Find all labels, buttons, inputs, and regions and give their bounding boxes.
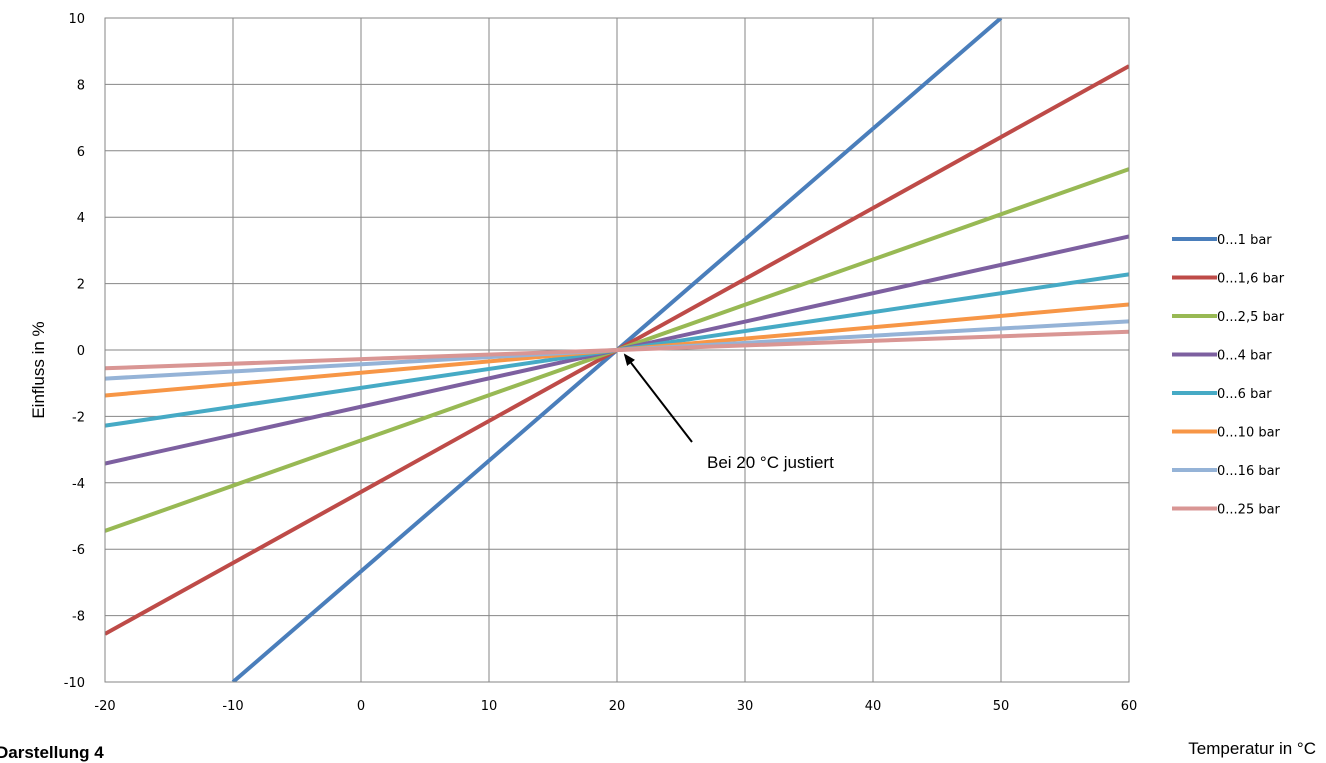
series-line-7 [105, 329, 1129, 371]
x-axis-title: Temperatur in °C [1188, 739, 1316, 758]
x-tick-label: -10 [222, 699, 243, 714]
y-tick-label: 10 [68, 12, 85, 27]
x-tick-label: -20 [94, 699, 115, 714]
x-tick-label: 30 [737, 699, 754, 714]
y-tick-label: -4 [72, 477, 85, 492]
grid [104, 17, 1130, 683]
y-tick-labels: 10 8 6 4 2 0 -2 -4 -6 -8 -10 [64, 12, 85, 691]
y-tick-label: -6 [72, 543, 85, 558]
legend-label: 0...10 bar [1217, 426, 1281, 441]
legend-label: 0...1 bar [1217, 233, 1272, 248]
legend: 0...1 bar 0...1,6 bar 0...2,5 bar 0...4 bar… [1172, 233, 1285, 518]
legend-label: 0...4 bar [1217, 349, 1272, 364]
legend-label: 0...25 bar [1217, 503, 1281, 518]
x-tick-label: 10 [481, 699, 498, 714]
y-tick-label: -10 [64, 676, 85, 691]
plot-frame [104, 17, 1130, 683]
x-tick-label: 60 [1121, 699, 1138, 714]
x-tick-label: 0 [357, 699, 365, 714]
legend-label: 0...1,6 bar [1217, 272, 1285, 287]
plot-area [105, 18, 1129, 682]
legend-label: 0...6 bar [1217, 387, 1272, 402]
figure-caption: Darstellung 4 [0, 743, 104, 762]
annotation-text: Bei 20 °C justiert [707, 453, 834, 472]
y-tick-label: -2 [72, 410, 85, 425]
annotation-arrow [623, 353, 693, 443]
y-tick-label: 2 [77, 278, 85, 293]
y-tick-label: 8 [77, 78, 85, 93]
legend-label: 0...16 bar [1217, 464, 1281, 479]
y-tick-label: 0 [77, 344, 85, 359]
x-tick-label: 50 [993, 699, 1010, 714]
y-axis-title: Einfluss in % [29, 321, 48, 418]
x-tick-labels: -20 -10 0 10 20 30 40 50 60 [94, 699, 1137, 714]
y-tick-label: 6 [77, 145, 85, 160]
legend-label: 0...2,5 bar [1217, 310, 1285, 325]
x-tick-label: 40 [865, 699, 882, 714]
x-tick-label: 20 [609, 699, 626, 714]
y-tick-label: 4 [77, 211, 85, 226]
y-tick-label: -8 [72, 610, 85, 625]
